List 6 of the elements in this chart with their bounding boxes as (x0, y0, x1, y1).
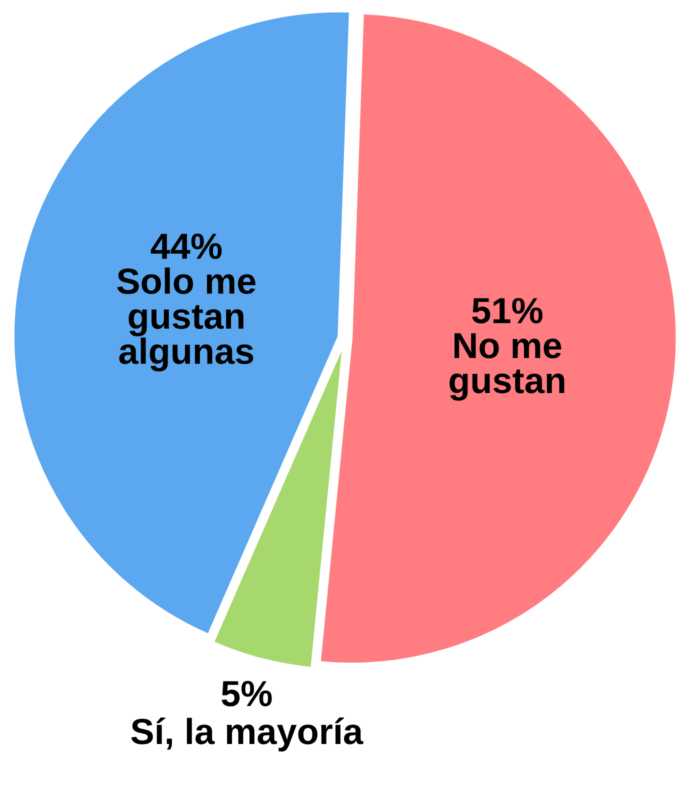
data-label: 51% (472, 298, 542, 324)
slice-label: No me gustan (450, 333, 564, 401)
slice-label: Sí, la mayoría (131, 718, 364, 752)
data-label: 5% (222, 680, 272, 706)
data-label: 44% (150, 234, 222, 259)
slice-label: Solo me gustan algunas (117, 267, 256, 372)
